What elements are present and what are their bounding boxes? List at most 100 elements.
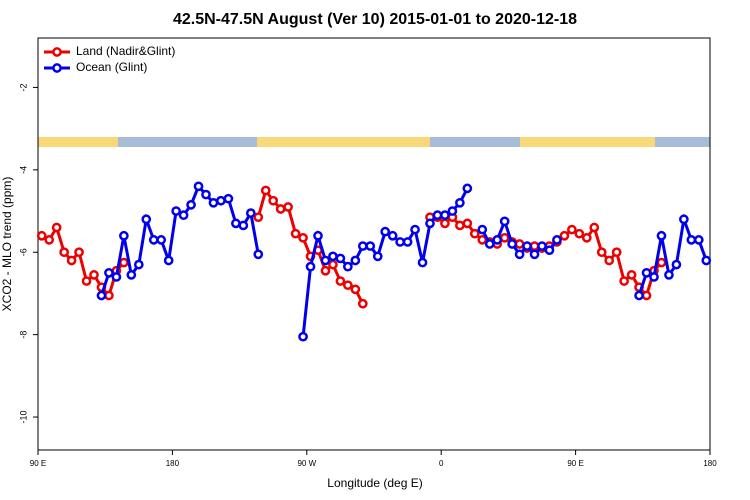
point [425, 218, 435, 229]
point [320, 255, 331, 266]
x-tick-label: 180 [166, 459, 180, 468]
point [245, 208, 256, 218]
point [567, 224, 577, 235]
point [178, 210, 189, 221]
point [552, 235, 562, 245]
point [313, 230, 323, 241]
point [328, 259, 338, 270]
point [447, 206, 458, 216]
point [529, 241, 540, 251]
point [44, 235, 55, 245]
point [387, 230, 398, 241]
point [440, 218, 450, 229]
point [432, 210, 443, 221]
point [275, 204, 286, 214]
point [619, 276, 629, 286]
point [298, 331, 308, 342]
y-tick-label: -10 [18, 411, 28, 424]
point [477, 224, 488, 235]
point [283, 202, 293, 212]
point [141, 214, 152, 225]
point [693, 235, 704, 245]
point [469, 228, 480, 239]
point [529, 249, 540, 260]
point [305, 261, 316, 272]
point [656, 257, 667, 268]
point [193, 181, 204, 192]
point [604, 255, 615, 266]
land-strip [520, 137, 655, 147]
point [253, 249, 264, 260]
point [133, 259, 144, 270]
point [59, 247, 69, 258]
y-tick-label: -4 [18, 166, 28, 174]
point [455, 220, 465, 231]
point [492, 235, 503, 245]
point [357, 298, 368, 309]
x-tick-label: 0 [439, 459, 444, 468]
point [163, 255, 174, 266]
point [626, 270, 637, 280]
point [343, 280, 353, 291]
point [208, 197, 219, 208]
legend-label: Land (Nadir&Glint) [76, 44, 175, 58]
point [611, 247, 622, 258]
point [36, 230, 47, 241]
point [679, 214, 689, 225]
point [589, 222, 600, 233]
point [74, 247, 84, 258]
point [574, 228, 585, 239]
y-tick-label: -2 [18, 83, 28, 91]
x-axis-label: Longitude (deg E) [327, 476, 422, 490]
point [253, 212, 264, 223]
point [119, 230, 129, 241]
y-axis-label: XCO2 - MLO trend (ppm) [0, 177, 14, 312]
point [537, 241, 547, 251]
point [119, 257, 129, 268]
point [335, 253, 346, 264]
legend-marker [52, 47, 62, 57]
point [499, 232, 510, 243]
land-strip [38, 137, 118, 147]
point [544, 245, 555, 256]
point [260, 185, 271, 196]
point [365, 241, 376, 251]
point [499, 216, 510, 227]
point [581, 232, 592, 243]
legend-marker [52, 63, 62, 73]
point [395, 237, 405, 247]
point [559, 230, 570, 241]
point [290, 228, 301, 239]
point [51, 222, 62, 233]
chart-title: 42.5N-47.5N August (Ver 10) 2015-01-01 t… [173, 11, 577, 28]
point [380, 226, 391, 237]
point [126, 270, 137, 280]
point [223, 193, 234, 204]
point [66, 255, 77, 266]
point [417, 257, 428, 268]
legend-label: Ocean (Glint) [76, 60, 147, 74]
point [514, 249, 525, 260]
point [686, 235, 697, 245]
x-tick-label: 180 [703, 459, 717, 468]
point [231, 218, 241, 229]
point [656, 230, 667, 241]
point [484, 239, 495, 249]
point [89, 270, 99, 280]
point [357, 241, 368, 251]
point [201, 189, 211, 200]
point [268, 195, 279, 206]
point [671, 259, 682, 270]
point [238, 220, 249, 231]
y-tick-label: -8 [18, 331, 28, 339]
point [701, 255, 712, 266]
plot-frame [37, 37, 711, 451]
point [104, 290, 114, 301]
point [455, 197, 465, 208]
point [462, 218, 473, 229]
point [81, 276, 92, 286]
point [641, 267, 652, 278]
point [328, 251, 338, 262]
point [350, 284, 361, 295]
point [104, 267, 114, 278]
